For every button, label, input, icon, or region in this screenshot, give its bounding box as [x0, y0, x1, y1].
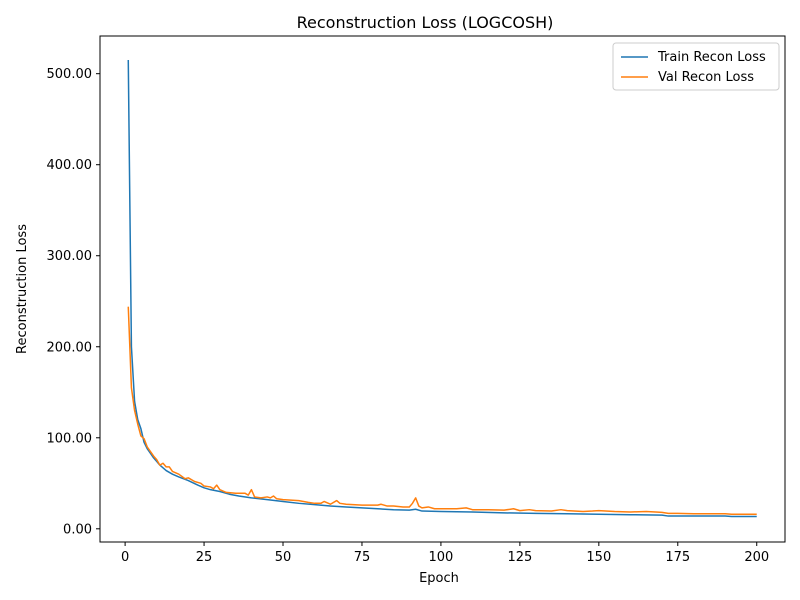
chart-title: Reconstruction Loss (LOGCOSH) [297, 13, 554, 32]
x-tick-label: 150 [586, 550, 611, 565]
y-tick-label: 200.00 [47, 340, 93, 355]
x-tick-label: 175 [665, 550, 690, 565]
plot-lines [127, 60, 757, 518]
legend-label-train: Train Recon Loss [657, 50, 766, 65]
y-tick-label: 300.00 [47, 249, 93, 264]
y-tick-label: 100.00 [47, 431, 93, 446]
legend: Train Recon Loss Val Recon Loss [612, 42, 780, 91]
y-axis-ticks: 0.00 100.00 200.00 300.00 400.00 500.00 [47, 67, 100, 537]
x-tick-label: 125 [507, 550, 532, 565]
x-tick-label: 75 [354, 550, 371, 565]
x-tick-label: 25 [196, 550, 213, 565]
x-tick-label: 200 [744, 550, 769, 565]
y-tick-label: 400.00 [47, 158, 93, 173]
x-tick-label: 0 [121, 550, 129, 565]
plot-frame [99, 35, 786, 543]
series-line-train [127, 60, 757, 518]
legend-label-val: Val Recon Loss [658, 70, 754, 85]
x-axis-ticks: 0 25 50 75 100 125 150 175 200 [121, 542, 769, 565]
y-tick-label: 500.00 [47, 67, 93, 82]
x-axis-label: Epoch [419, 571, 459, 586]
x-tick-label: 50 [275, 550, 292, 565]
y-tick-label: 0.00 [63, 522, 92, 537]
legend-box [612, 42, 780, 91]
series-line-val [127, 306, 757, 515]
x-tick-label: 100 [429, 550, 454, 565]
y-axis-label: Reconstruction Loss [15, 224, 30, 354]
